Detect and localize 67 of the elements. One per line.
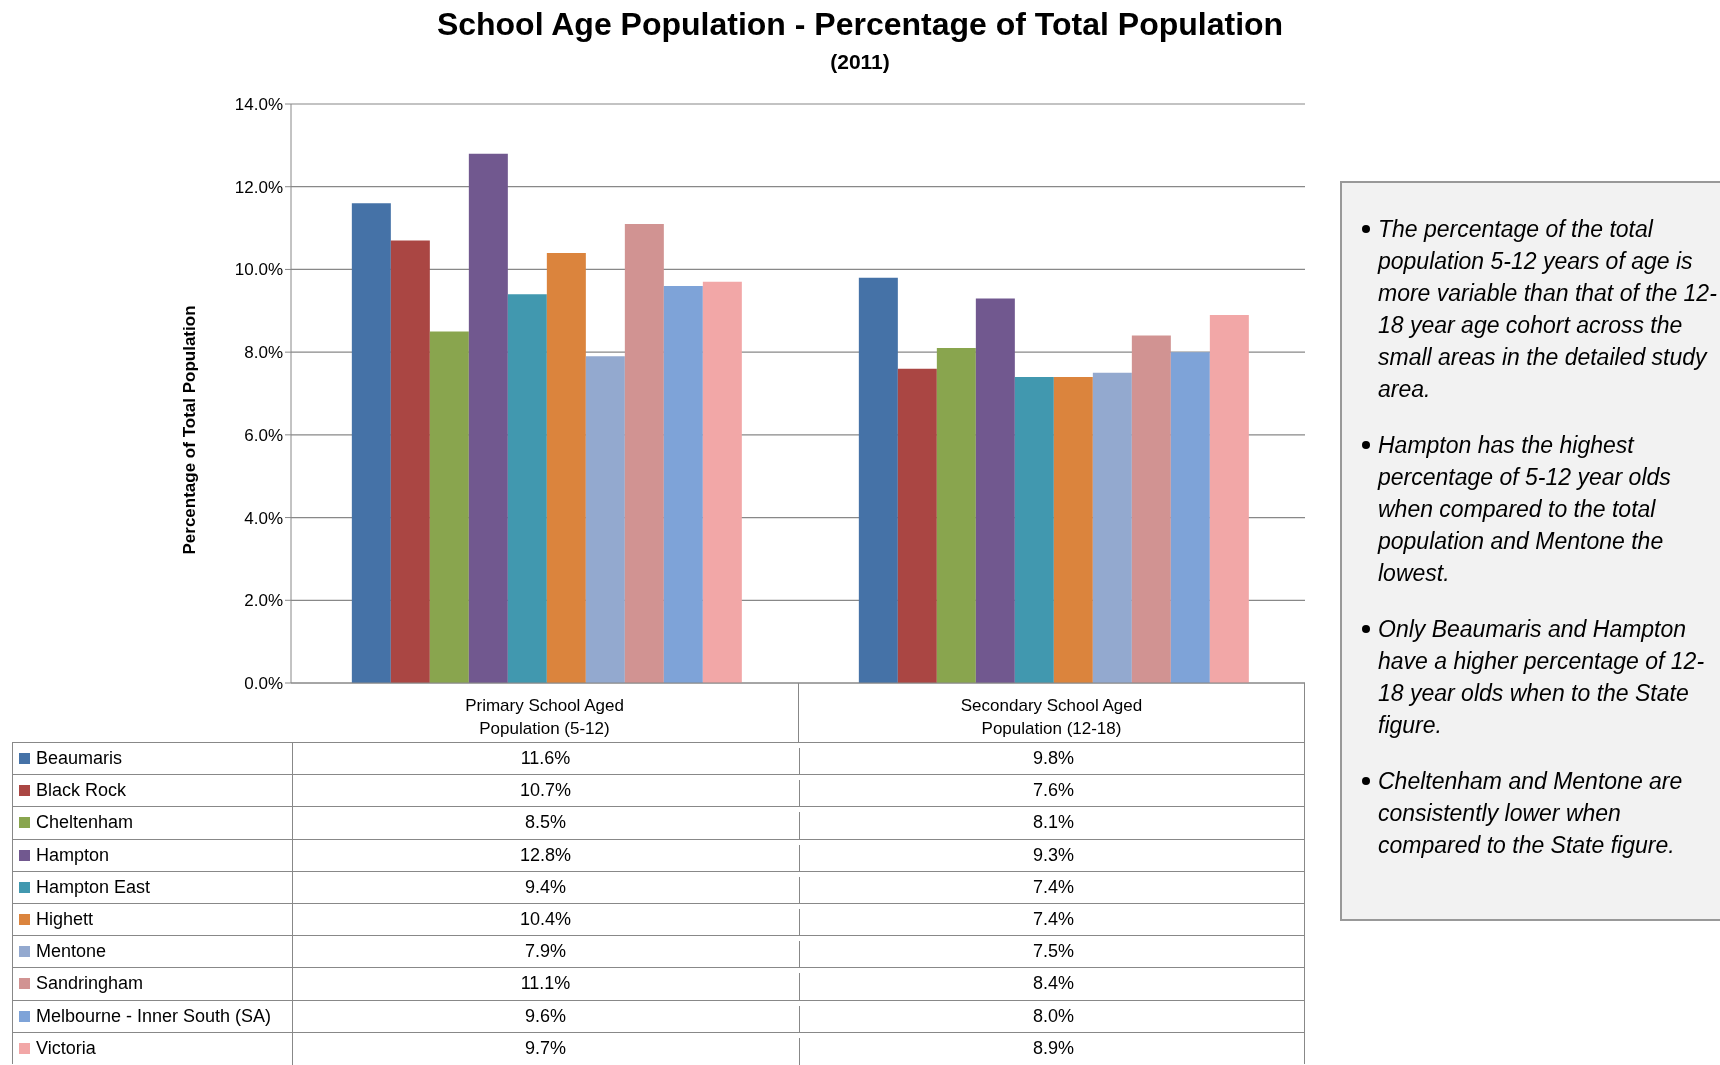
legend-label: Victoria xyxy=(36,1037,96,1059)
chart-title: School Age Population - Percentage of Total Population xyxy=(435,6,1285,43)
bar xyxy=(936,348,976,683)
y-tick-label: 4.0% xyxy=(244,508,283,528)
bar xyxy=(663,285,703,683)
data-label: 8.1% xyxy=(799,812,1307,840)
data-label: 8.4% xyxy=(799,973,1307,1001)
y-tick-label: 0.0% xyxy=(244,674,283,694)
data-label: 10.4% xyxy=(518,909,572,931)
bar xyxy=(1092,372,1132,683)
bar xyxy=(1014,376,1054,683)
data-label: 11.6% xyxy=(519,748,572,770)
text: The percentage of the total population 5-12 years of age is more variable than that of the 12-18 year age cohort across the small areas in the detailed study area. xyxy=(1378,215,1718,404)
bar xyxy=(1209,314,1249,683)
legend-label: Black Rock xyxy=(36,780,127,802)
data-label: 7.4% xyxy=(799,909,1307,937)
data-label: 7.5% xyxy=(799,941,1307,969)
bar xyxy=(429,331,469,683)
y-axis-title: Percentage of Total Population xyxy=(180,305,200,555)
bar xyxy=(585,356,625,683)
bar xyxy=(702,281,742,683)
y-tick-label: 8.0% xyxy=(244,343,283,363)
bar xyxy=(624,223,664,683)
bar xyxy=(858,277,898,683)
data-label: 7.4% xyxy=(799,876,1307,904)
legend-label: Hampton xyxy=(36,844,110,866)
legend-label: Mentone xyxy=(36,941,107,963)
legend-label: Melbourne - Inner South (SA) xyxy=(36,1005,272,1027)
x-tick-label: Secondary School Aged Population (12-18) xyxy=(960,696,1143,738)
bar xyxy=(1053,376,1093,683)
bar xyxy=(897,368,937,683)
x-tick-label: Primary School Aged Population (5-12) xyxy=(465,696,624,738)
data-label: 7.6% xyxy=(799,780,1307,808)
y-tick-label: 6.0% xyxy=(244,425,283,445)
legend-label: Sandringham xyxy=(36,973,144,995)
bar xyxy=(1131,335,1171,683)
bar xyxy=(546,252,586,683)
legend-label: Beaumaris xyxy=(36,748,123,769)
legend-label: Highett xyxy=(36,909,94,930)
y-tick-label: 12.0% xyxy=(234,177,283,197)
chart-subtitle: (2011) xyxy=(829,50,891,74)
data-label: 7.9% xyxy=(524,941,567,964)
bar xyxy=(507,294,547,683)
legend-label: Cheltenham xyxy=(36,812,134,834)
data-label: 9.4% xyxy=(524,876,567,899)
text: Cheltenham and Mentone are consistently lower when compared to the State figure. xyxy=(1378,767,1684,860)
data-label: 10.7% xyxy=(518,780,572,803)
data-label: 8.5% xyxy=(524,812,567,835)
text: Hampton has the highest percentage of 5-12 year olds when compared to the total population and Mentone the lowest. xyxy=(1378,431,1672,588)
legend-label: Hampton East xyxy=(36,876,151,898)
y-tick-label: 14.0% xyxy=(234,95,283,115)
y-tick-label: 10.0% xyxy=(234,260,283,280)
bar xyxy=(975,298,1015,683)
bar xyxy=(468,153,508,683)
y-tick-label: 2.0% xyxy=(244,591,283,611)
data-label: 8.0% xyxy=(799,1005,1307,1033)
bar xyxy=(390,240,430,683)
data-label: 9.3% xyxy=(799,844,1307,872)
data-label: 9.6% xyxy=(524,1005,567,1028)
bar xyxy=(1170,352,1210,683)
data-label: 12.8% xyxy=(518,844,572,867)
bar xyxy=(351,203,391,683)
data-label: 9.8% xyxy=(799,748,1307,776)
text: Only Beaumaris and Hampton have a higher percentage of 12-18 year olds when to the State figure. xyxy=(1378,615,1706,740)
data-label: 9.7% xyxy=(524,1037,567,1060)
data-label: 8.9% xyxy=(799,1037,1307,1065)
data-label: 11.1% xyxy=(519,973,572,996)
